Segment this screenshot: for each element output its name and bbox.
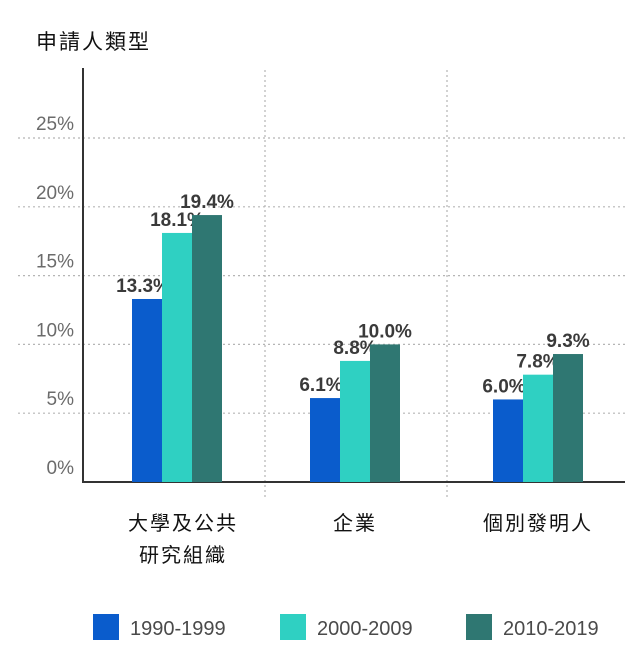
data-label: 6.0% bbox=[482, 376, 525, 397]
legend-label: 1990-1999 bbox=[130, 618, 226, 640]
y-tick-label: 0% bbox=[47, 458, 75, 479]
category-label: 個別發明人 bbox=[483, 511, 593, 535]
bar bbox=[553, 354, 583, 482]
category-label: 企業 bbox=[333, 511, 377, 535]
legend-swatch bbox=[93, 614, 119, 640]
bar bbox=[192, 215, 222, 482]
y-tick-label: 20% bbox=[36, 183, 74, 204]
bar bbox=[340, 361, 370, 482]
data-label: 9.3% bbox=[546, 331, 589, 352]
y-tick-label: 10% bbox=[36, 320, 74, 341]
legend-label: 2000-2009 bbox=[317, 618, 413, 640]
y-tick-label: 5% bbox=[47, 389, 75, 410]
legend-swatch bbox=[280, 614, 306, 640]
category-label: 研究組織 bbox=[139, 543, 227, 567]
category-label: 大學及公共 bbox=[128, 511, 238, 535]
bar bbox=[493, 399, 523, 482]
data-label: 10.0% bbox=[358, 321, 412, 342]
bar bbox=[132, 299, 162, 482]
y-tick-label: 25% bbox=[36, 114, 74, 135]
bar bbox=[162, 233, 192, 482]
legend-swatch bbox=[466, 614, 492, 640]
bar bbox=[370, 344, 400, 482]
bar bbox=[310, 398, 340, 482]
data-label: 13.3% bbox=[116, 276, 170, 297]
bar bbox=[523, 375, 553, 482]
data-label: 6.1% bbox=[299, 375, 342, 396]
data-label: 19.4% bbox=[180, 192, 234, 213]
y-tick-label: 15% bbox=[36, 252, 74, 273]
legend-label: 2010-2019 bbox=[503, 618, 599, 640]
